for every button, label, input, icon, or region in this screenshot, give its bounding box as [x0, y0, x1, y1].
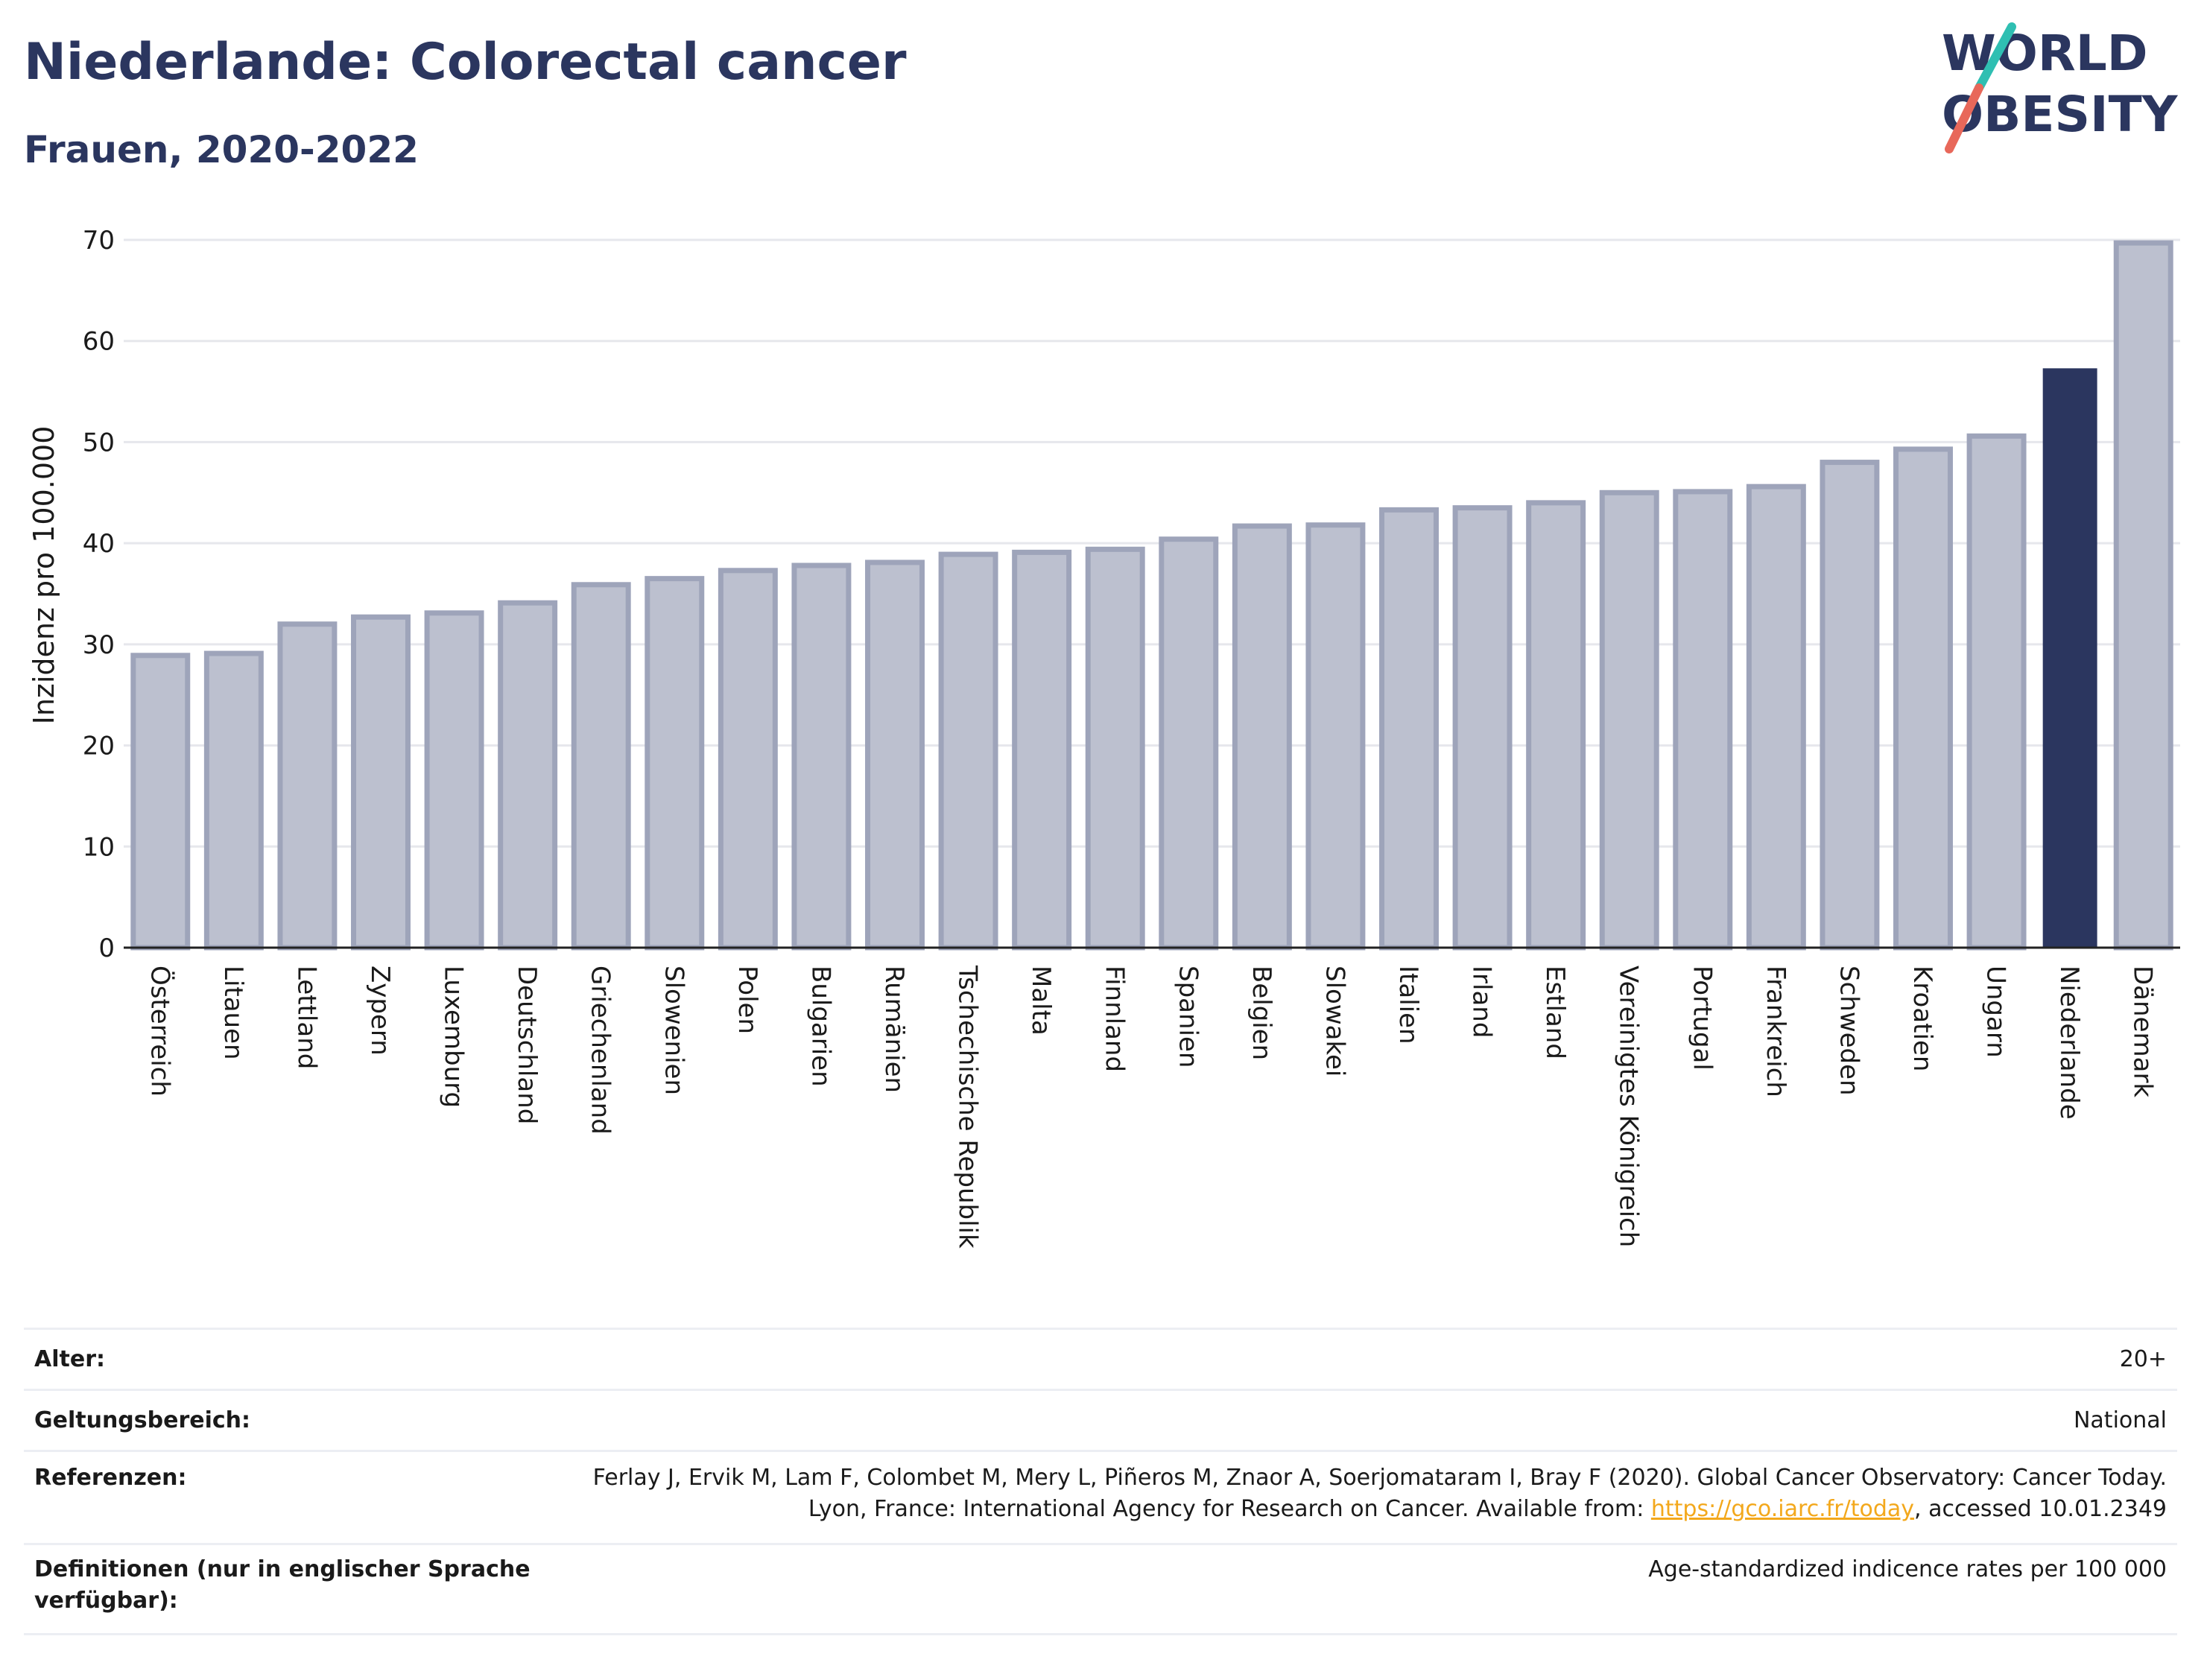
bar-17: [1379, 507, 1439, 951]
y-tick-label-6: 60: [83, 327, 115, 357]
meta-value-scope: National: [2073, 1407, 2167, 1433]
bar-26: [2042, 368, 2097, 948]
x-tick-label-22: Frankreich: [1761, 966, 1790, 1097]
page-title: Niederlande: Colorectal cancer: [24, 33, 907, 92]
y-tick-label-3: 30: [83, 630, 115, 660]
reference-text: Ferlay J, Ervik M, Lam F, Colombet M, Me…: [592, 1465, 2167, 1522]
bar-19: [1526, 500, 1586, 951]
bar-18: [1452, 505, 1513, 951]
bar-20: [1599, 489, 1659, 951]
y-tick-label-5: 50: [83, 428, 115, 457]
x-tick-label-1: Litauen: [218, 966, 248, 1060]
meta-value-definitions: Age-standardized indicence rates per 100…: [1648, 1556, 2167, 1582]
bar-11: [938, 551, 998, 951]
reference-link[interactable]: https://gco.iarc.fr/today: [1650, 1496, 1915, 1522]
bar-13: [1085, 546, 1145, 951]
x-tick-label-11: Tschechische Republik: [953, 965, 983, 1249]
y-tick-label-0: 0: [98, 933, 115, 963]
meta-value-references: Ferlay J, Ervik M, Lam F, Colombet M, Me…: [565, 1462, 2167, 1525]
bar-14: [1159, 536, 1219, 951]
bar-12: [1012, 549, 1072, 951]
y-tick-label-1: 10: [83, 832, 115, 862]
bar-1: [203, 650, 264, 951]
bar-0: [130, 653, 191, 951]
bar-27: [2113, 240, 2173, 951]
meta-label-age: Alter:: [34, 1345, 105, 1372]
bar-6: [571, 582, 631, 951]
meta-row-scope: Geltungsbereich: National: [24, 1389, 2177, 1450]
metadata-table: Alter: 20+ Geltungsbereich: National Ref…: [24, 1328, 2177, 1635]
bar-2: [277, 621, 338, 951]
bar-7: [645, 576, 705, 951]
y-axis-title: Inzidenz pro 100.000: [28, 426, 60, 725]
x-tick-label-21: Portugal: [1687, 966, 1717, 1071]
bar-chart: 0 10 20 30 40 50 60 70 Österreich Litauen Lettland…: [28, 226, 2180, 1249]
x-tick-label-4: Luxemburg: [439, 966, 469, 1108]
x-tick-label-0: Österreich: [145, 966, 175, 1097]
meta-row-references: Referenzen: Ferlay J, Ervik M, Lam F, Co…: [24, 1450, 2177, 1543]
meta-label-references: Referenzen:: [34, 1465, 187, 1491]
logo-line2: OBESITY: [1942, 86, 2179, 143]
x-tick-label-6: Griechenland: [586, 966, 615, 1135]
y-tick-label-7: 70: [83, 226, 115, 256]
x-tick-label-13: Finnland: [1100, 966, 1130, 1072]
bars: [130, 240, 2173, 951]
meta-value-age: 20+: [2119, 1345, 2167, 1372]
labels: 0 10 20 30 40 50 60 70 Österreich Litauen Lettland…: [83, 226, 2158, 1249]
bar-22: [1746, 484, 1806, 951]
bar-3: [351, 614, 411, 951]
x-tick-label-17: Italien: [1393, 966, 1423, 1045]
logo-line1: WORLD: [1942, 25, 2148, 82]
x-tick-label-2: Lettland: [291, 966, 321, 1069]
x-tick-label-20: Vereinigtes Königreich: [1614, 966, 1644, 1247]
bar-10: [865, 560, 925, 951]
bar-15: [1232, 523, 1292, 951]
x-tick-label-16: Slowakei: [1320, 966, 1349, 1077]
meta-label-definitions: Definitionen (nur in englischer Sprache …: [34, 1556, 531, 1614]
bar-25: [1966, 433, 2027, 951]
bar-5: [498, 600, 558, 951]
x-tick-label-12: Malta: [1026, 966, 1056, 1036]
x-tick-label-23: Schweden: [1834, 966, 1863, 1096]
x-tick-label-3: Zypern: [365, 966, 395, 1056]
y-tick-label-4: 40: [83, 529, 115, 559]
x-tick-label-24: Kroatien: [1907, 966, 1937, 1071]
meta-row-age: Alter: 20+: [24, 1328, 2177, 1389]
x-tick-label-8: Polen: [732, 966, 762, 1034]
bar-8: [718, 568, 778, 951]
y-tick-label-2: 20: [83, 732, 115, 761]
x-tick-label-19: Estland: [1540, 966, 1570, 1059]
x-tick-label-9: Bulgarien: [805, 966, 835, 1087]
x-tick-label-15: Belgien: [1247, 966, 1276, 1060]
page-subtitle: Frauen, 2020-2022: [24, 128, 419, 171]
x-tick-label-26: Niederlande: [2054, 966, 2084, 1120]
bar-4: [424, 610, 484, 951]
bar-16: [1305, 522, 1366, 951]
x-tick-label-14: Spanien: [1173, 966, 1203, 1068]
bar-9: [791, 562, 852, 951]
x-tick-label-27: Dänemark: [2128, 966, 2158, 1097]
bar-23: [1820, 460, 1880, 951]
reference-accessed: , accessed 10.01.2349: [1914, 1496, 2167, 1522]
x-tick-label-5: Deutschland: [512, 966, 542, 1124]
meta-row-definitions: Definitionen (nur in englischer Sprache …: [24, 1543, 2177, 1635]
bar-24: [1893, 446, 1953, 951]
x-tick-label-7: Slowenien: [659, 966, 688, 1095]
x-tick-label-25: Ungarn: [1981, 966, 2011, 1058]
meta-label-scope: Geltungsbereich:: [34, 1407, 251, 1433]
bar-21: [1673, 489, 1733, 951]
world-obesity-logo: WORLD OBESITY: [1942, 22, 2179, 153]
x-tick-label-18: Irland: [1467, 966, 1497, 1038]
x-tick-label-10: Rumänien: [879, 966, 909, 1093]
